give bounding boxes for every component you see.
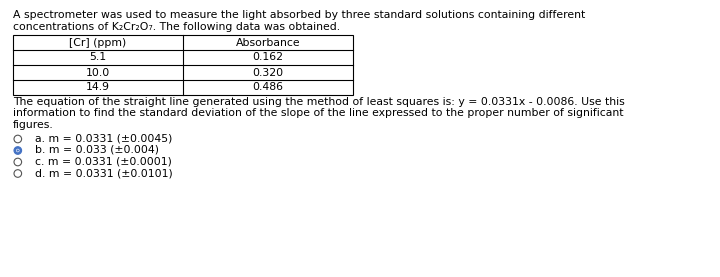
Circle shape	[14, 135, 22, 143]
Text: information to find the standard deviation of the slope of the line expressed to: information to find the standard deviati…	[13, 109, 624, 119]
Circle shape	[16, 149, 19, 152]
Text: 0.486: 0.486	[253, 83, 284, 93]
Text: Absorbance: Absorbance	[235, 37, 300, 47]
Bar	[13, 35, 353, 95]
Text: 0.162: 0.162	[253, 53, 284, 63]
Text: a. m = 0.0331 (±0.0045): a. m = 0.0331 (±0.0045)	[35, 134, 172, 143]
Text: 10.0: 10.0	[86, 68, 110, 78]
Circle shape	[14, 158, 22, 166]
Circle shape	[14, 147, 22, 154]
Text: d. m = 0.0331 (±0.0101): d. m = 0.0331 (±0.0101)	[35, 168, 173, 178]
Text: A spectrometer was used to measure the light absorbed by three standard solution: A spectrometer was used to measure the l…	[13, 10, 585, 20]
Text: 5.1: 5.1	[89, 53, 107, 63]
Circle shape	[17, 149, 19, 152]
Text: [Cr] (ppm): [Cr] (ppm)	[69, 37, 127, 47]
Text: concentrations of K₂Cr₂O₇. The following data was obtained.: concentrations of K₂Cr₂O₇. The following…	[13, 22, 340, 32]
Circle shape	[14, 170, 22, 177]
Text: The equation of the straight line generated using the method of least squares is: The equation of the straight line genera…	[13, 97, 625, 107]
Text: b. m = 0.033 (±0.004): b. m = 0.033 (±0.004)	[35, 145, 159, 155]
Text: 0.320: 0.320	[253, 68, 284, 78]
Text: c. m = 0.0331 (±0.0001): c. m = 0.0331 (±0.0001)	[35, 157, 172, 166]
Text: figures.: figures.	[13, 120, 54, 130]
Text: 14.9: 14.9	[86, 83, 110, 93]
